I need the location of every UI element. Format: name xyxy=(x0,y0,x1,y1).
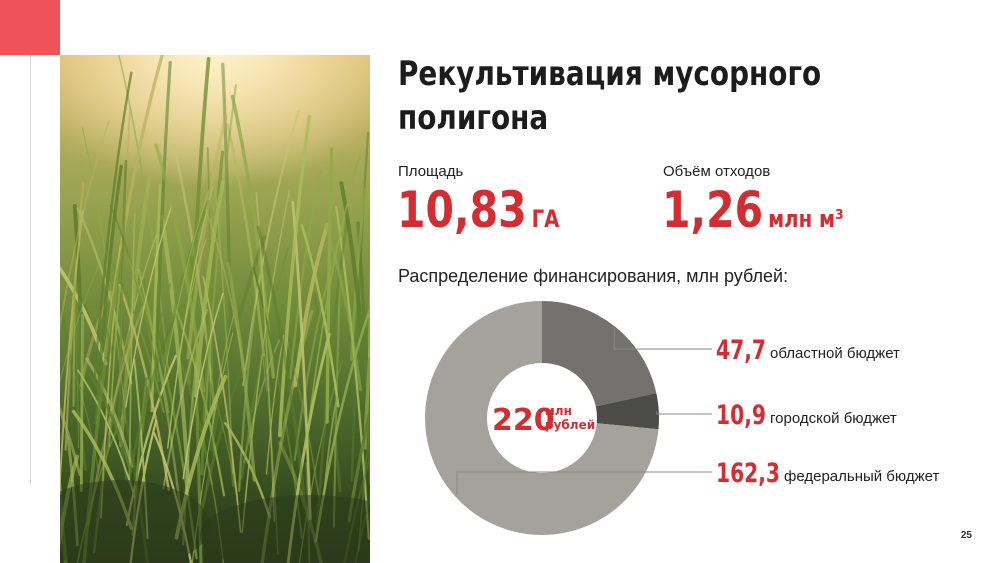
grass-blade xyxy=(202,276,242,533)
grass-blade xyxy=(60,210,84,486)
leader-line-1 xyxy=(613,328,712,350)
grass-blade xyxy=(118,55,170,374)
donut-hole xyxy=(487,363,597,473)
grass-blade xyxy=(173,304,226,497)
legend-value-2: 10,9 xyxy=(716,400,766,431)
grass-blade xyxy=(75,328,79,449)
grass-blade xyxy=(87,372,131,468)
grass-blade xyxy=(125,205,173,408)
grass-blade xyxy=(210,315,235,434)
grass-blade xyxy=(350,131,370,482)
grass-blade xyxy=(206,373,238,497)
volume-unit: млн м³ xyxy=(768,205,844,233)
grass-blade xyxy=(79,313,84,492)
grass-blade xyxy=(289,169,323,380)
grass-blade xyxy=(256,225,307,509)
grass-blade xyxy=(167,186,214,449)
grass-blade xyxy=(128,313,178,475)
donut-total-value: 220 xyxy=(492,403,555,438)
grass-blade xyxy=(161,161,220,389)
grass-blade xyxy=(325,147,334,424)
volume-number: 1,26 xyxy=(662,181,764,239)
grass-blade xyxy=(221,62,233,361)
area-unit: ГА xyxy=(531,205,560,233)
funding-section-label: Распределение финансирования, млн рублей… xyxy=(398,266,789,286)
grass-blade xyxy=(323,221,363,392)
grass-blade xyxy=(154,143,206,393)
grass-illustration xyxy=(60,55,370,563)
legend-label-2: городской бюджет xyxy=(770,410,897,427)
grass-blade xyxy=(240,244,290,480)
grass-blade xyxy=(160,214,191,484)
accent-line xyxy=(30,55,31,485)
grass-blade xyxy=(154,60,172,394)
grass-blade xyxy=(117,160,128,436)
area-value: 10,83 ГА xyxy=(397,182,559,238)
grass-blade xyxy=(109,204,160,382)
grass-blade xyxy=(293,225,344,461)
grass-blade xyxy=(187,57,211,385)
volume-label: Объём отходов xyxy=(663,163,771,180)
grass-blade xyxy=(293,223,330,388)
grass-blade xyxy=(60,120,110,331)
grass-blade xyxy=(362,328,370,450)
legend-label-1: областной бюджет xyxy=(770,345,900,362)
grass-blade xyxy=(72,275,76,407)
grass-blade xyxy=(265,334,285,475)
donut-legend: 47,7 областной бюджет 10,9 городской бюджет… xyxy=(456,328,939,496)
grass-blade xyxy=(243,339,280,464)
grass-blade xyxy=(278,114,311,438)
grass-blade xyxy=(347,404,370,523)
volume-value: 1,26 млн м³ xyxy=(662,182,844,238)
grass-blade xyxy=(332,269,342,528)
grass-blade xyxy=(200,150,225,476)
grass-blade xyxy=(186,114,228,360)
leader-line-2 xyxy=(656,411,712,415)
grass-blade xyxy=(182,292,224,480)
grass-blade xyxy=(209,235,267,452)
grass-blade xyxy=(60,405,82,476)
donut-total-unit-2: рублей xyxy=(545,418,595,432)
grass-photo xyxy=(60,55,370,563)
leader-line-3 xyxy=(456,471,712,496)
grass-blade xyxy=(339,181,366,358)
grass-blade xyxy=(226,261,257,482)
accent-block xyxy=(0,0,60,55)
grass-blade xyxy=(308,155,361,420)
grass-blade xyxy=(242,110,300,387)
grass-blade xyxy=(93,71,133,384)
grass-blade xyxy=(128,213,136,481)
grass-blade xyxy=(94,164,123,425)
grass-blade xyxy=(204,84,237,424)
donut-total-unit-1: млн xyxy=(545,404,572,418)
grass-blade xyxy=(241,189,291,534)
grass-blade xyxy=(300,224,340,408)
area-number: 10,83 xyxy=(397,181,527,239)
area-label: Площадь xyxy=(398,163,464,180)
grass-blade xyxy=(205,208,246,372)
legend-value-1: 47,7 xyxy=(716,335,766,366)
grass-blade xyxy=(368,257,370,358)
grass-blade xyxy=(128,258,170,414)
legend-label-3: федеральный бюджет xyxy=(784,468,939,485)
page-number: 25 xyxy=(960,530,972,541)
legend-value-3: 162,3 xyxy=(716,458,780,489)
slide-title: Рекультивация мусорного полигона xyxy=(398,54,822,138)
